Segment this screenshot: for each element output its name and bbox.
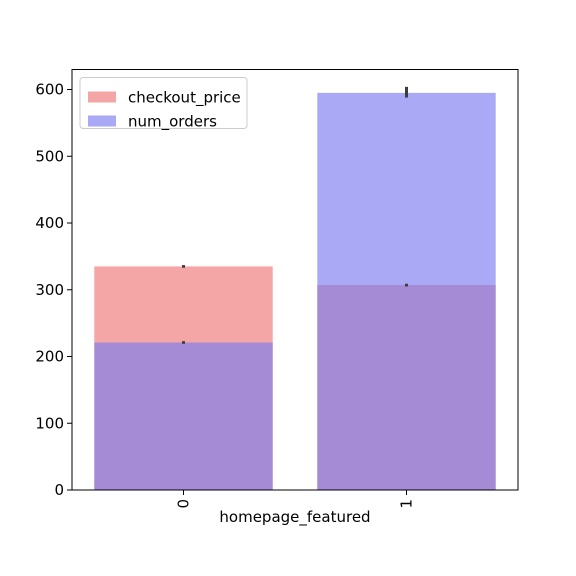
x-tick-label-0: 0 (175, 499, 193, 509)
y-tick-label-300: 300 (35, 281, 64, 299)
legend-box (79, 77, 248, 129)
legend-swatch-num_orders (88, 115, 116, 127)
legend-swatch-checkout_price (88, 91, 116, 103)
bar-num_orders-1 (317, 92, 496, 490)
y-tick-label-500: 500 (35, 147, 64, 165)
y-tick-label-200: 200 (35, 348, 64, 366)
y-tick-label-400: 400 (35, 214, 64, 232)
legend-label-num_orders: num_orders (128, 113, 217, 132)
y-tick-label-600: 600 (35, 81, 64, 99)
error-bars-layer (182, 86, 408, 344)
legend-label-checkout_price: checkout_price (128, 89, 241, 108)
y-tick-label-100: 100 (35, 414, 64, 432)
y-tick-label-0: 0 (54, 481, 64, 499)
legend: checkout_price num_orders (79, 77, 248, 132)
y-axis: 0 100 200 300 400 500 600 (35, 81, 72, 499)
x-axis-label: homepage_featured (219, 508, 370, 527)
bars-layer (94, 92, 496, 490)
bar-num_orders-0 (94, 342, 273, 490)
x-tick-label-1: 1 (398, 499, 416, 509)
plot-frame (71, 69, 519, 491)
